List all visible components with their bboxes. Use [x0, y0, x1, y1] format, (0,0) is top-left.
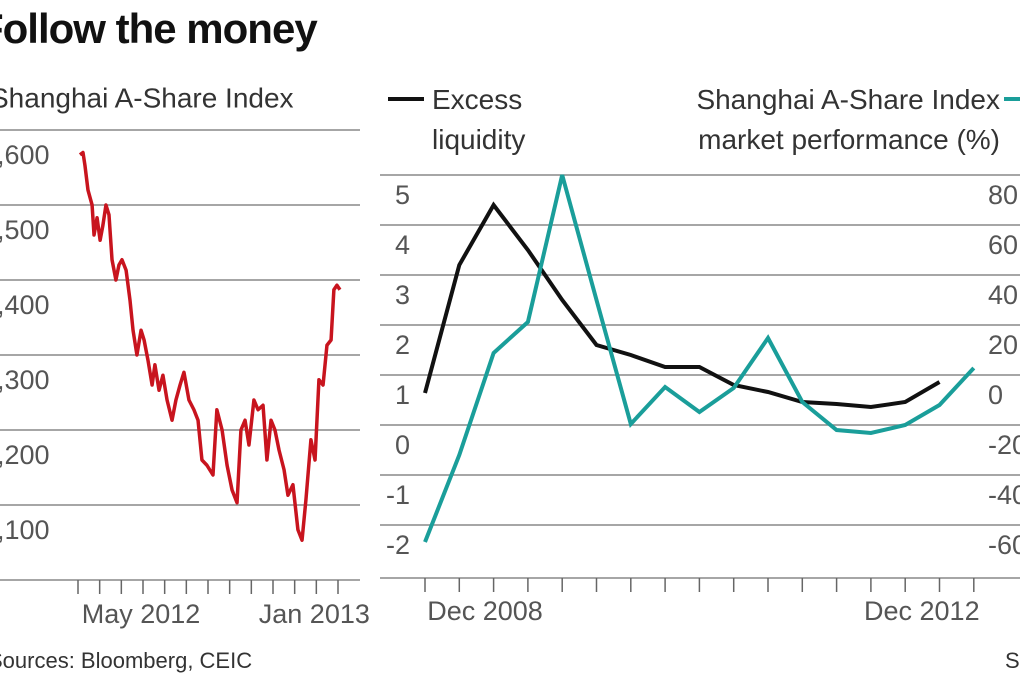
- x-tick-label: Dec 2008: [427, 596, 543, 626]
- y-tick-label: 2,400: [0, 290, 50, 320]
- y-tick-label: 2,100: [0, 515, 50, 545]
- left-chart-title: Shanghai A-Share Index: [0, 82, 294, 113]
- y2-tick-label: 80: [988, 180, 1018, 210]
- x-tick-label: Dec 2012: [864, 596, 980, 626]
- y-tick-label: 2: [395, 330, 410, 360]
- y2-tick-label: 60: [988, 230, 1018, 260]
- x-tick-label: May 2012: [82, 599, 201, 629]
- y-tick-label: 2,200: [0, 440, 50, 470]
- y2-tick-label: -60: [988, 530, 1020, 560]
- series-line: [423, 201, 941, 410]
- y2-tick-label: 0: [988, 380, 1003, 410]
- y-tick-label: 2,600: [0, 140, 50, 170]
- y2-tick-label: -40: [988, 480, 1020, 510]
- y2-tick-label: 40: [988, 280, 1018, 310]
- y-tick-label: -1: [386, 480, 410, 510]
- y-tick-label: 1: [395, 380, 410, 410]
- y-tick-label: 0: [395, 430, 410, 460]
- y2-tick-label: -20: [988, 430, 1020, 460]
- x-tick-label: Jan 2013: [259, 599, 370, 629]
- y-tick-label: 4: [395, 230, 410, 260]
- source: Sources: Bloomberg, CEIC: [0, 648, 252, 673]
- right-chart: 5 4 3 2 1 0 -1 -2 80 60 40 20 0 -20 -40 -60 Dec 2008 Dec …: [380, 174, 1020, 626]
- index-line: [78, 150, 342, 542]
- legend-label: Excess liquidity: [432, 84, 526, 155]
- y-tick-label: 5: [395, 180, 410, 210]
- title: Follow the money: [0, 5, 318, 52]
- credit: SCMP: [1005, 648, 1020, 673]
- legend-label: Shanghai A-Share Index market performanc…: [696, 84, 1000, 155]
- series-line: [423, 174, 976, 543]
- y-tick-label: 3: [395, 280, 410, 310]
- y-tick-label: 2,300: [0, 365, 50, 395]
- y-tick-label: -2: [386, 530, 410, 560]
- y-tick-label: 2,500: [0, 215, 50, 245]
- left-chart: 2,600 2,500 2,400 2,300 2,200 2,100 May 2012 Ja…: [0, 129, 370, 629]
- y2-tick-label: 20: [988, 330, 1018, 360]
